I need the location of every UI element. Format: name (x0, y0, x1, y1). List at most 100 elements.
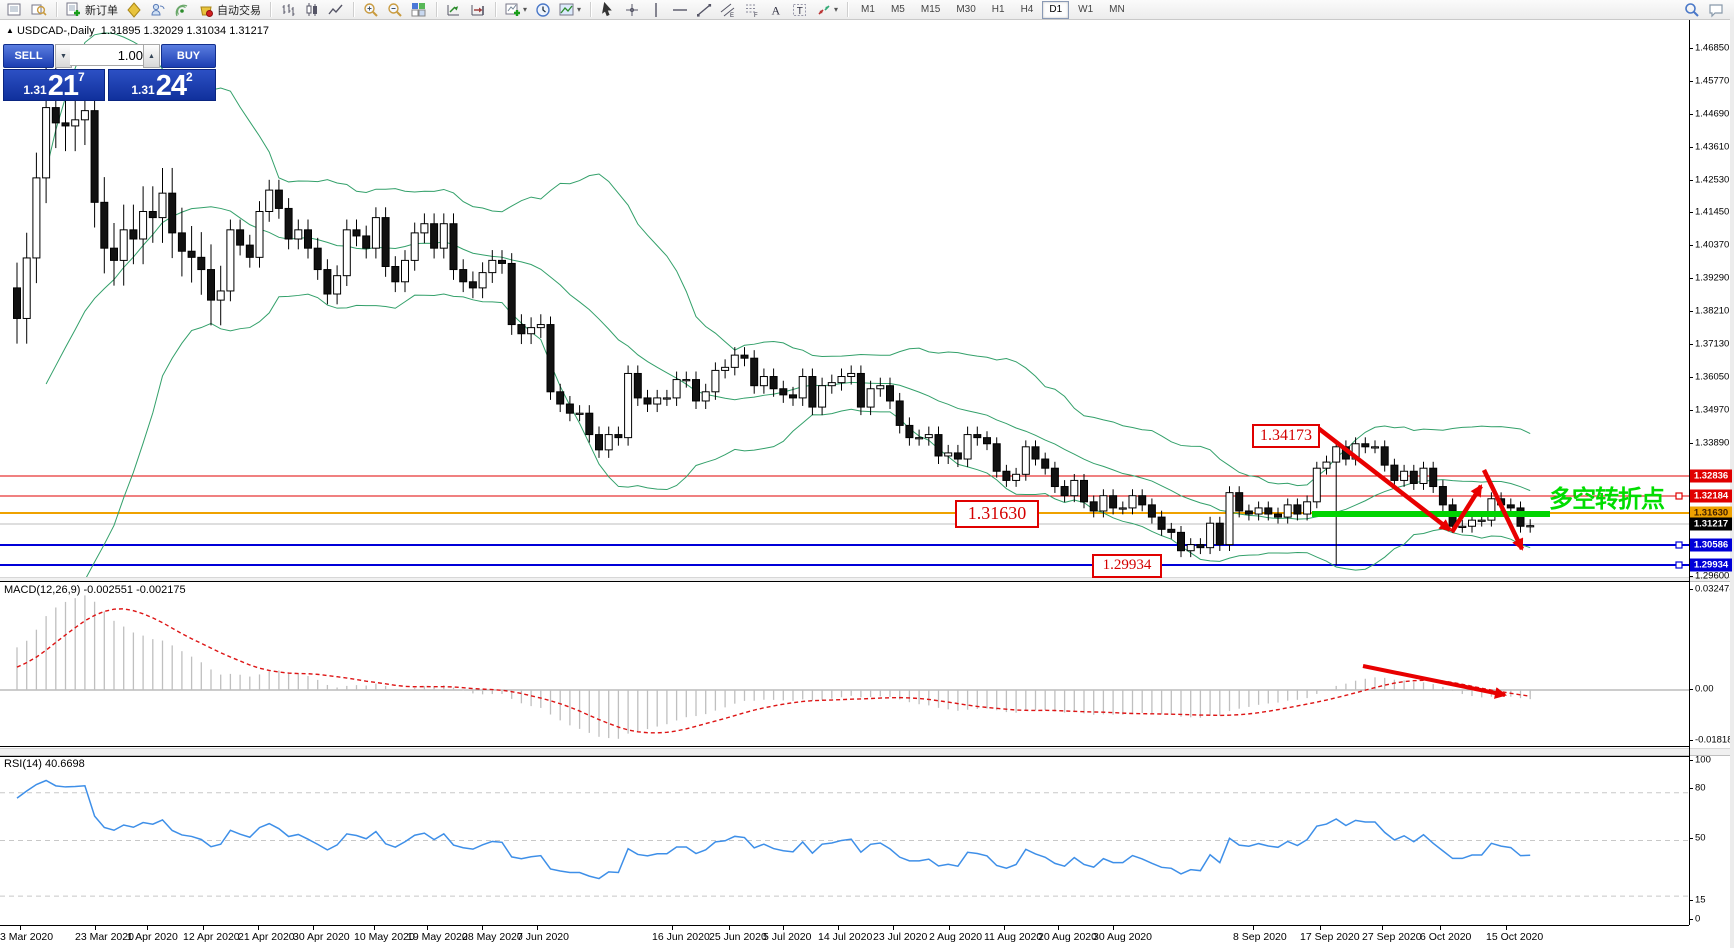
date-label: 30 Apr 2020 (293, 931, 350, 943)
text-label-icon: T (793, 3, 807, 17)
indicators-icon (505, 3, 520, 16)
chart-shift-button[interactable] (466, 0, 490, 19)
svg-text:A: A (772, 3, 781, 17)
line-chart-icon (328, 4, 343, 14)
annotation-price-box[interactable]: 1.34173 (1252, 424, 1320, 448)
templates-button[interactable]: ▾ (555, 0, 585, 19)
zoom-in-button[interactable] (359, 0, 383, 19)
red-trend-arrow[interactable] (1450, 484, 1483, 534)
trendline-button[interactable] (692, 0, 716, 19)
buy-price[interactable]: 1.31 24 2 (108, 69, 216, 101)
line-chart-button[interactable] (324, 0, 348, 19)
data-window-button[interactable] (27, 0, 51, 19)
auto-scroll-button[interactable] (442, 0, 466, 19)
chart-list-button[interactable] (3, 0, 27, 19)
toolbar-separator (353, 2, 354, 17)
hline-button[interactable] (668, 0, 692, 19)
date-tick (729, 926, 730, 930)
templates-icon (559, 3, 574, 15)
vline-button[interactable] (644, 0, 668, 19)
annotation-text-turning-point[interactable]: 多空转折点 (1549, 486, 1665, 513)
date-label: 10 May 2020 (354, 931, 415, 943)
chart-list-icon (7, 3, 21, 15)
chat-button[interactable] (1704, 0, 1728, 19)
tile-windows-button[interactable] (407, 0, 431, 19)
signals-button[interactable] (170, 0, 194, 19)
bar-chart-button[interactable] (276, 0, 300, 19)
date-label: 14 Jul 2020 (818, 931, 873, 943)
date-tick (672, 926, 673, 930)
annotation-price-box[interactable]: 1.31630 (955, 500, 1039, 528)
new-order-button[interactable]: 新订单 (62, 0, 122, 19)
timeframe-mn[interactable]: MN (1109, 3, 1125, 15)
candle-chart-button[interactable] (300, 0, 324, 19)
price-level-tag: 1.29934 (1690, 558, 1732, 572)
text-label-button[interactable]: T (788, 0, 812, 19)
symbol-period: USDCAD-,Daily (16, 25, 95, 37)
date-label: 6 Oct 2020 (1420, 931, 1472, 943)
metaeditor-button[interactable] (122, 0, 146, 19)
timeframe-h1[interactable]: H1 (991, 3, 1005, 15)
text-icon: A (772, 3, 781, 17)
timeframe-m30[interactable]: M30 (956, 3, 976, 15)
price-tick-label: 1.37130 (1695, 338, 1730, 350)
chat-icon (1709, 3, 1723, 17)
timeframe-m1[interactable]: M1 (861, 3, 875, 15)
pane-separator[interactable] (0, 748, 1734, 756)
macd-pane[interactable] (0, 581, 1689, 747)
timeframe-m15[interactable]: M15 (920, 3, 941, 15)
timeframe-d1[interactable]: D1 (1042, 0, 1070, 19)
volume-increase-button[interactable]: ▲ (143, 44, 160, 68)
date-tick (1253, 926, 1254, 930)
rsi-pane[interactable] (0, 756, 1689, 926)
expert-advisors-button[interactable] (146, 0, 170, 19)
date-tick (203, 926, 204, 930)
fibonacci-button[interactable]: F (740, 0, 764, 19)
price-tick-label: 1.42530 (1695, 174, 1730, 186)
vline-icon (655, 2, 657, 17)
search-button[interactable] (1680, 0, 1704, 19)
text-button[interactable]: A (764, 0, 788, 19)
hline-icon (673, 8, 688, 11)
date-tick (1058, 926, 1059, 930)
red-macd-arrow[interactable] (1362, 664, 1507, 699)
date-tick (427, 926, 428, 930)
rsi-tick-label: 0 (1695, 913, 1701, 925)
autotrading-button[interactable]: 自动交易 (194, 0, 265, 19)
timeframe-h4[interactable]: H4 (1020, 3, 1034, 15)
sell-button[interactable]: SELL (3, 44, 54, 68)
price-chart-pane[interactable] (0, 20, 1689, 577)
red-trend-arrow[interactable] (1316, 426, 1452, 532)
toolbar-separator (436, 2, 437, 17)
cursor-button[interactable] (596, 0, 620, 19)
date-tick (147, 926, 148, 930)
zoom-out-button[interactable] (383, 0, 407, 19)
rsi-tick-label: 15 (1695, 894, 1706, 906)
timeframe-w1[interactable]: W1 (1078, 3, 1094, 15)
date-label: 3 Mar 2020 (0, 931, 54, 943)
crosshair-button[interactable] (620, 0, 644, 19)
date-tick (537, 926, 538, 930)
channel-button[interactable]: E (716, 0, 740, 19)
red-trend-arrow[interactable] (1481, 469, 1525, 551)
periods-button[interactable] (531, 0, 555, 19)
date-label: 12 Apr 2020 (183, 931, 240, 943)
date-label: 5 Jul 2020 (763, 931, 812, 943)
main-toolbar: 新订单 自动交易 ▾ ▾ E F A T ▾ M1 M5 M15 M30 H1 H4 D1 W1 MN (0, 0, 1734, 20)
volume-input[interactable] (70, 44, 149, 66)
sell-price[interactable]: 1.31 21 7 (3, 69, 105, 101)
new-order-icon (66, 2, 80, 16)
timeframe-m5[interactable]: M5 (890, 3, 905, 15)
price-tick-label: 1.36050 (1695, 371, 1730, 383)
date-axis[interactable]: 3 Mar 2020 23 Mar 2020 1 Apr 2020 12 Apr 20… (0, 926, 1734, 948)
cursor-icon (602, 1, 612, 16)
annotation-price-box[interactable]: 1.29934 (1092, 554, 1162, 578)
indicators-button[interactable]: ▾ (501, 0, 531, 19)
arrows-button[interactable]: ▾ (812, 0, 842, 19)
toolbar-separator (590, 2, 592, 17)
buy-button[interactable]: BUY (161, 44, 216, 68)
collapse-icon[interactable]: ▲ (6, 26, 14, 35)
toolbar-separator (270, 2, 271, 17)
date-label: 30 Aug 2020 (1093, 931, 1152, 943)
data-window-icon (31, 4, 47, 16)
